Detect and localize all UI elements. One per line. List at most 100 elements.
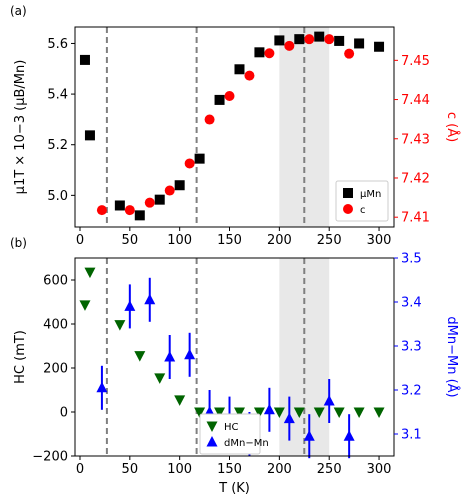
x-tick-label: 300 (367, 233, 392, 248)
legend: μMn c (335, 180, 389, 222)
panel-b: 0 50 100 150 200 250 300 −200 0 200 400 600 3.1 3.2 3.… (10, 236, 460, 496)
data-point (144, 197, 155, 208)
x-tick-label: 0 (76, 462, 84, 477)
data-point (273, 407, 285, 418)
data-point (164, 185, 175, 196)
panel-a: 0 50 100 150 200 250 300 5.0 5.2 5.4 5.6 7.41 7.42 7.… (10, 4, 460, 248)
data-point (254, 47, 265, 58)
y-left-tick-label: 5.4 (47, 88, 68, 103)
y-right-tick-label: 3.1 (401, 428, 422, 443)
data-point (134, 210, 145, 221)
data-point (174, 180, 185, 191)
data-point (96, 205, 107, 216)
y-right-axis-label: c (Å) (444, 112, 460, 142)
y-right-tick-label: 3.3 (401, 340, 422, 355)
data-point (79, 300, 91, 311)
data-point (344, 48, 355, 59)
data-point (124, 300, 136, 311)
data-point (353, 407, 365, 418)
x-axis-label: T (K) (218, 481, 250, 496)
data-point (84, 267, 96, 279)
y-right-tick-label: 3.5 (401, 252, 422, 267)
legend-marker (206, 421, 218, 432)
data-point (334, 35, 345, 46)
data-point (304, 34, 315, 45)
data-point (333, 407, 345, 418)
x-tick-label: 150 (217, 233, 242, 248)
data-point (373, 407, 385, 418)
data-point (96, 381, 108, 393)
y-right-tick-label: 3.4 (401, 296, 422, 311)
x-tick-label: 200 (267, 233, 292, 248)
data-point (214, 407, 226, 418)
y-left-axis-label: μ1T × 10−3 (μB/Mn) (13, 60, 28, 195)
data-point (314, 31, 325, 42)
x-tick-label: 250 (317, 462, 342, 477)
x-tick-label: 100 (167, 462, 192, 477)
data-point (293, 407, 305, 418)
y-right-axis-label: dMn−Mn (Å) (444, 316, 460, 397)
legend-label: μMn (360, 189, 381, 200)
data-point (303, 430, 315, 441)
data-point (244, 70, 255, 81)
data-point (134, 351, 146, 362)
legend-marker (343, 188, 353, 198)
data-point (204, 114, 215, 125)
legend-marker (206, 436, 218, 447)
y-left-tick-label: 5.0 (47, 189, 68, 204)
data-point (194, 153, 205, 164)
x-tick-label: 250 (317, 233, 342, 248)
data-point (354, 38, 365, 49)
data-point (323, 395, 335, 406)
y-right-tick-label: 7.41 (401, 211, 430, 226)
data-point (184, 158, 195, 169)
data-point (253, 407, 265, 418)
data-point (294, 34, 305, 45)
data-point (374, 41, 385, 52)
data-point (154, 194, 165, 205)
y-right-tick-label: 7.44 (401, 93, 430, 108)
y-left-tick-label: 5.2 (47, 138, 68, 153)
y-left-tick-label: 600 (43, 274, 68, 289)
data-point (164, 351, 176, 362)
y-left-tick-label: 0 (60, 406, 68, 421)
y-left-axis-label: HC (mT) (13, 330, 28, 384)
data-point (84, 130, 95, 141)
data-point (184, 348, 196, 360)
data-point (124, 205, 135, 216)
plot-frame (74, 26, 395, 228)
data-point (264, 48, 275, 59)
data-point (284, 40, 295, 51)
legend-label: c (360, 205, 366, 216)
y-right-tick-label: 7.45 (401, 54, 430, 69)
y-left-tick-label: 5.6 (47, 37, 68, 52)
x-tick-label: 200 (267, 462, 292, 477)
data-point (79, 54, 90, 65)
data-point (114, 200, 125, 211)
data-point (194, 407, 206, 418)
y-left-tick-label: 200 (43, 362, 68, 377)
x-tick-label: 50 (122, 462, 139, 477)
y-right-tick-label: 7.42 (401, 171, 430, 186)
panel-label: (b) (10, 236, 27, 250)
data-point (283, 412, 295, 424)
legend-label: dMn−Mn (224, 438, 269, 449)
x-tick-label: 0 (76, 233, 84, 248)
x-tick-label: 100 (167, 233, 192, 248)
shaded-region (279, 258, 330, 456)
y-right-tick-label: 7.43 (401, 132, 430, 147)
y-left-tick-label: 400 (43, 318, 68, 333)
data-point (263, 403, 275, 415)
legend: HC dMn−Mn (199, 413, 269, 455)
data-point (214, 94, 225, 105)
y-left-tick-label: −200 (32, 450, 68, 465)
plot-frame (74, 257, 395, 457)
legend-marker (343, 204, 353, 214)
data-point (233, 407, 245, 418)
data-point (343, 430, 355, 441)
panel-label: (a) (10, 4, 27, 18)
data-point (324, 34, 335, 45)
x-tick-label: 50 (122, 233, 139, 248)
x-tick-label: 300 (367, 462, 392, 477)
